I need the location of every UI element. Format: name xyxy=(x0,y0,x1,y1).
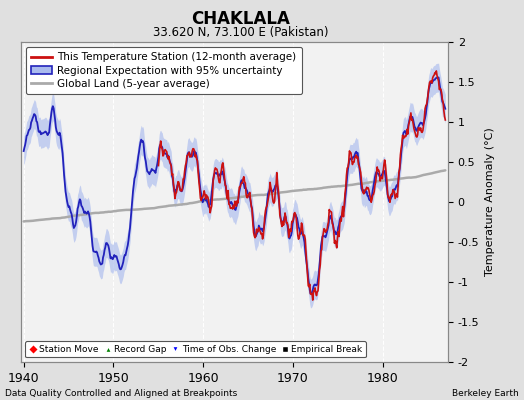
Legend: Station Move, Record Gap, Time of Obs. Change, Empirical Break: Station Move, Record Gap, Time of Obs. C… xyxy=(26,341,366,358)
Y-axis label: Temperature Anomaly (°C): Temperature Anomaly (°C) xyxy=(485,128,495,276)
Text: CHAKLALA: CHAKLALA xyxy=(192,10,290,28)
Text: Data Quality Controlled and Aligned at Breakpoints: Data Quality Controlled and Aligned at B… xyxy=(5,389,237,398)
Text: 33.620 N, 73.100 E (Pakistan): 33.620 N, 73.100 E (Pakistan) xyxy=(154,26,329,39)
Text: Berkeley Earth: Berkeley Earth xyxy=(452,389,519,398)
